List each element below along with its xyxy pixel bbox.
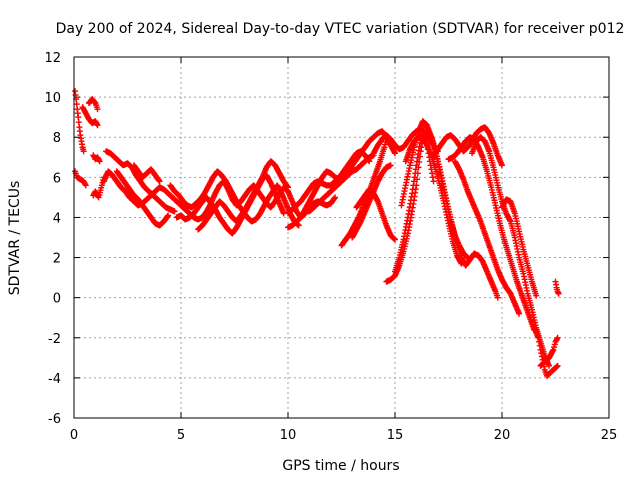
data-points <box>72 88 562 379</box>
series-arc-4 <box>85 96 101 113</box>
y-tick-label: -4 <box>48 372 61 387</box>
data-point <box>295 222 302 229</box>
data-point <box>285 184 291 191</box>
x-tick-label: 5 <box>177 428 185 443</box>
data-point <box>554 334 561 341</box>
data-point <box>536 338 543 345</box>
series-arc-13 <box>195 158 291 233</box>
y-tick-label: 0 <box>53 292 61 307</box>
data-point <box>96 158 103 165</box>
data-point <box>156 178 163 185</box>
data-point <box>458 260 465 267</box>
data-point <box>171 208 178 215</box>
data-point <box>94 106 101 113</box>
series-arc-19 <box>353 186 398 243</box>
data-point <box>533 292 540 299</box>
axis-ticks: 0 5 10 15 20 25 -6 -4 -2 0 2 4 6 8 10 12 <box>44 51 617 443</box>
x-tick-label: 10 <box>280 428 297 443</box>
series-arc-32 <box>552 278 562 297</box>
data-point <box>392 236 398 243</box>
data-point <box>429 174 436 181</box>
y-tick-label: 6 <box>53 171 61 186</box>
x-tick-label: 25 <box>601 428 618 443</box>
series-arc-10 <box>130 162 163 185</box>
y-tick-label: 10 <box>44 91 61 106</box>
data-point <box>535 334 542 341</box>
y-tick-label: 4 <box>53 211 61 226</box>
x-tick-label: 0 <box>70 428 78 443</box>
data-point <box>94 122 101 129</box>
plot-frame <box>73 56 610 419</box>
y-tick-label: 12 <box>44 51 61 66</box>
y-tick-label: -6 <box>48 412 61 427</box>
data-point <box>392 150 398 157</box>
data-point <box>538 350 545 357</box>
data-point <box>80 148 87 155</box>
data-point <box>537 346 544 353</box>
data-point <box>494 294 501 301</box>
x-tick-label: 15 <box>387 428 404 443</box>
series-arc-16 <box>302 152 377 215</box>
data-point <box>555 290 562 297</box>
y-axis-label: SDTVAR / TECUs <box>7 181 23 296</box>
data-point <box>165 212 172 219</box>
data-point <box>538 353 545 360</box>
series-arc-24 <box>370 126 441 157</box>
x-tick-label: 20 <box>494 428 511 443</box>
y-tick-label: -2 <box>48 332 61 347</box>
series-arc-7 <box>100 168 339 223</box>
series-arc-8 <box>103 148 178 215</box>
series-arc-25 <box>430 124 505 169</box>
y-tick-label: 8 <box>53 131 61 146</box>
series-arc-30 <box>531 324 561 379</box>
data-point <box>387 162 394 169</box>
data-point <box>554 362 561 369</box>
data-point <box>75 114 82 121</box>
series-arc-31 <box>537 334 561 369</box>
series-arc-6 <box>90 152 103 165</box>
data-point <box>75 119 82 126</box>
data-point <box>430 178 437 185</box>
series-arc-15 <box>285 148 373 217</box>
x-axis-label: GPS time / hours <box>282 458 399 474</box>
series-arc-3 <box>79 104 101 129</box>
series-arc-26 <box>445 134 538 333</box>
data-point <box>536 342 543 349</box>
series-arc-18 <box>349 162 394 241</box>
chart-title: Day 200 of 2024, Sidereal Day-to-day VTE… <box>56 21 625 37</box>
data-point <box>73 101 80 108</box>
series-arc-29 <box>499 196 540 299</box>
series-arc-9 <box>113 168 172 229</box>
data-point <box>82 182 89 189</box>
y-tick-label: 2 <box>53 252 61 267</box>
series-arc-27 <box>451 158 523 317</box>
grid <box>74 57 609 418</box>
series-arc-2 <box>72 168 89 189</box>
data-point <box>499 162 505 169</box>
data-point <box>332 194 339 201</box>
data-point <box>516 310 523 317</box>
series-arc-23 <box>402 134 465 267</box>
